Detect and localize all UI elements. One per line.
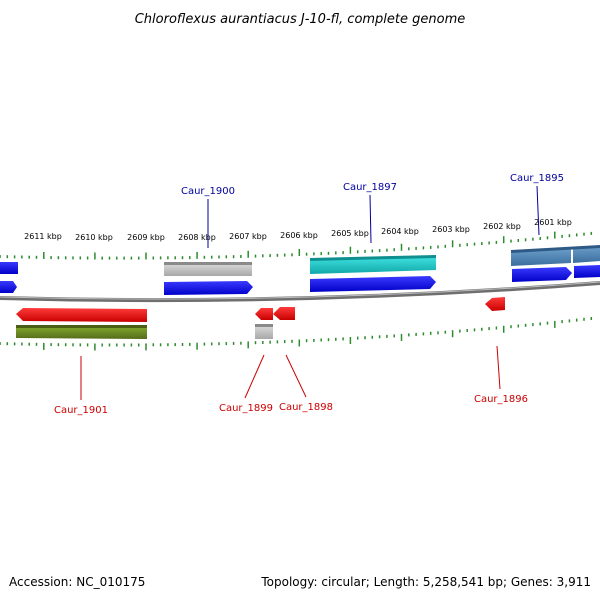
- label-leaders: [80, 185, 540, 400]
- leader-line: [496, 345, 501, 390]
- gene-feature-forward: [512, 267, 572, 282]
- gene-feature-gray: [164, 264, 252, 276]
- kbp-label: 2602 kbp: [483, 222, 521, 231]
- kbp-label: 2609 kbp: [127, 233, 165, 242]
- gene-feature-olive: [16, 327, 147, 339]
- kbp-label: 2604 kbp: [381, 227, 419, 236]
- gene-feature-forward: [0, 281, 17, 293]
- kbp-scale: 2611 kbp 2610 kbp 2609 kbp 2608 kbp 2607…: [24, 218, 572, 242]
- gene-feature-cyan: [310, 257, 436, 274]
- kbp-label: 2607 kbp: [229, 232, 267, 241]
- reverse-strand-genes: [16, 297, 505, 339]
- gene-feature-steelblue: [573, 247, 600, 263]
- genome-summary-text: Topology: circular; Length: 5,258,541 bp…: [260, 575, 591, 589]
- upper-tick-row: [0, 231, 593, 260]
- gene-label-caur-1899: Caur_1899: [219, 403, 273, 414]
- gene-feature-reverse: [255, 308, 273, 320]
- gene-label-caur-1896: Caur_1896: [474, 394, 528, 405]
- forward-strand-genes: [0, 245, 600, 295]
- gene-feature-olive-edge: [16, 325, 147, 328]
- kbp-label: 2603 kbp: [432, 225, 470, 234]
- gene-feature-reverse: [16, 308, 147, 322]
- gene-feature-gray: [255, 326, 273, 339]
- kbp-label: 2606 kbp: [280, 231, 318, 240]
- map-title: Chloroflexus aurantiacus J-10-fl, comple…: [135, 12, 466, 27]
- gene-feature-forward: [0, 262, 18, 274]
- gene-label-caur-1901: Caur_1901: [54, 405, 108, 416]
- gene-feature-gray-edge: [255, 324, 273, 327]
- genome-backbone-highlight: [0, 281, 600, 300]
- genome-backbone: [0, 281, 600, 303]
- gene-label-caur-1897: Caur_1897: [343, 182, 397, 193]
- leader-line: [285, 354, 307, 398]
- leader-line: [369, 194, 372, 244]
- gene-feature-forward: [310, 276, 436, 292]
- lower-tick-row: [0, 317, 593, 351]
- gene-feature-forward: [164, 281, 253, 295]
- leader-line: [244, 354, 265, 399]
- gene-feature-reverse: [485, 297, 505, 311]
- gene-label-caur-1900: Caur_1900: [181, 186, 235, 197]
- gene-feature-steelblue-edge: [511, 245, 600, 253]
- gene-label-caur-1898: Caur_1898: [279, 402, 333, 413]
- kbp-label: 2605 kbp: [331, 229, 369, 238]
- kbp-label: 2601 kbp: [534, 218, 572, 227]
- leader-line: [536, 185, 540, 236]
- gene-label-caur-1895: Caur_1895: [510, 173, 564, 184]
- gene-feature-forward: [574, 265, 600, 278]
- kbp-label: 2610 kbp: [75, 233, 113, 242]
- accession-text: Accession: NC_010175: [9, 575, 145, 589]
- gene-feature-reverse: [273, 307, 295, 320]
- gene-feature-gray-edge: [164, 262, 252, 265]
- gene-feature-cyan-edge: [310, 255, 436, 261]
- gene-feature-steelblue: [511, 249, 571, 266]
- kbp-label: 2611 kbp: [24, 232, 62, 241]
- kbp-label: 2608 kbp: [178, 233, 216, 242]
